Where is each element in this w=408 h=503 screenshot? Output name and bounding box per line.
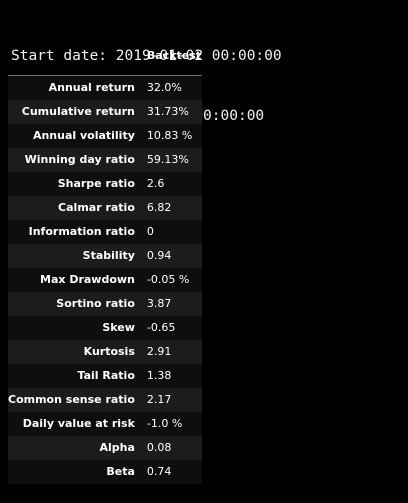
- row-value: 1.38: [146, 369, 172, 382]
- row-value: -0.05 %: [146, 273, 190, 286]
- row-label: Daily value at risk: [22, 417, 135, 430]
- row-value: 2.91: [146, 345, 172, 358]
- row-value: 31.73%: [146, 105, 189, 118]
- row-value: 59.13%: [146, 153, 189, 166]
- table-row: Calmar ratio 6.82: [8, 195, 202, 220]
- row-label: Information ratio: [28, 225, 135, 238]
- row-label: Alpha: [99, 441, 135, 454]
- row-value: -0.65: [146, 321, 176, 334]
- start-date-line: Start date: 2019-01-02 00:00:00: [11, 48, 282, 64]
- table-row: Sharpe ratio 2.6: [8, 171, 202, 196]
- output-header: Start date: 2019-01-02 00:00:00 End date…: [11, 6, 282, 146]
- row-label: Kurtosis: [83, 345, 135, 358]
- table-row: Alpha 0.08: [8, 435, 202, 460]
- table-row: Winning day ratio 59.13%: [8, 147, 202, 172]
- row-value: 6.82: [146, 201, 172, 214]
- row-value: 2.6: [146, 177, 165, 190]
- header-corner-cell: [8, 48, 141, 76]
- row-value: -1.0 %: [146, 417, 183, 430]
- table-row: Cumulative return 31.73%: [8, 99, 202, 124]
- table-row: Kurtosis 2.91: [8, 339, 202, 364]
- row-value: 2.17: [146, 393, 172, 406]
- end-date-line: End date: 2019-12-31 00:00:00: [11, 108, 265, 124]
- row-label: Common sense ratio: [8, 393, 135, 406]
- row-value: 32.0%: [146, 81, 182, 95]
- row-label: Winning day ratio: [24, 153, 135, 166]
- backtest-stats-table: Backtest Annual return 32.0% Cumulative re…: [8, 48, 202, 484]
- row-label: Max Drawdown: [40, 273, 135, 286]
- row-label: Beta: [106, 465, 135, 478]
- row-label: Skew: [102, 321, 135, 334]
- table-body: Annual return 32.0% Cumulative return 31.73…: [8, 75, 202, 484]
- table-row: Information ratio 0: [8, 219, 202, 244]
- table-row: Tail Ratio 1.38: [8, 363, 202, 388]
- column-header-backtest: Backtest: [146, 49, 202, 62]
- row-label: Sharpe ratio: [57, 177, 135, 190]
- row-value: 0.94: [146, 249, 172, 262]
- row-label: Calmar ratio: [58, 201, 135, 214]
- table-row: Common sense ratio 2.17: [8, 387, 202, 412]
- row-label: Annual volatility: [32, 129, 135, 142]
- table-row: Daily value at risk -1.0 %: [8, 411, 202, 436]
- table-row: Beta 0.74: [8, 459, 202, 484]
- row-label: Sortino ratio: [56, 297, 135, 310]
- row-label: Stability: [82, 249, 135, 262]
- row-value: 3.87: [146, 297, 172, 310]
- row-label: Annual return: [48, 81, 135, 95]
- row-label: Cumulative return: [21, 105, 135, 118]
- table-row: Sortino ratio 3.87: [8, 291, 202, 316]
- table-row: Max Drawdown -0.05 %: [8, 267, 202, 292]
- table-row: Stability 0.94: [8, 243, 202, 268]
- table-head: Backtest: [8, 48, 202, 76]
- table-row: Annual volatility 10.83 %: [8, 123, 202, 148]
- row-value: 0.08: [146, 441, 172, 454]
- row-value: 0: [146, 225, 154, 238]
- row-value: 10.83 %: [146, 129, 193, 142]
- table-header-row: Backtest: [8, 48, 202, 76]
- row-value: 0.74: [146, 465, 172, 478]
- row-label: Tail Ratio: [77, 369, 135, 382]
- table-row: Annual return 32.0%: [8, 75, 202, 100]
- table-row: Skew -0.65: [8, 315, 202, 340]
